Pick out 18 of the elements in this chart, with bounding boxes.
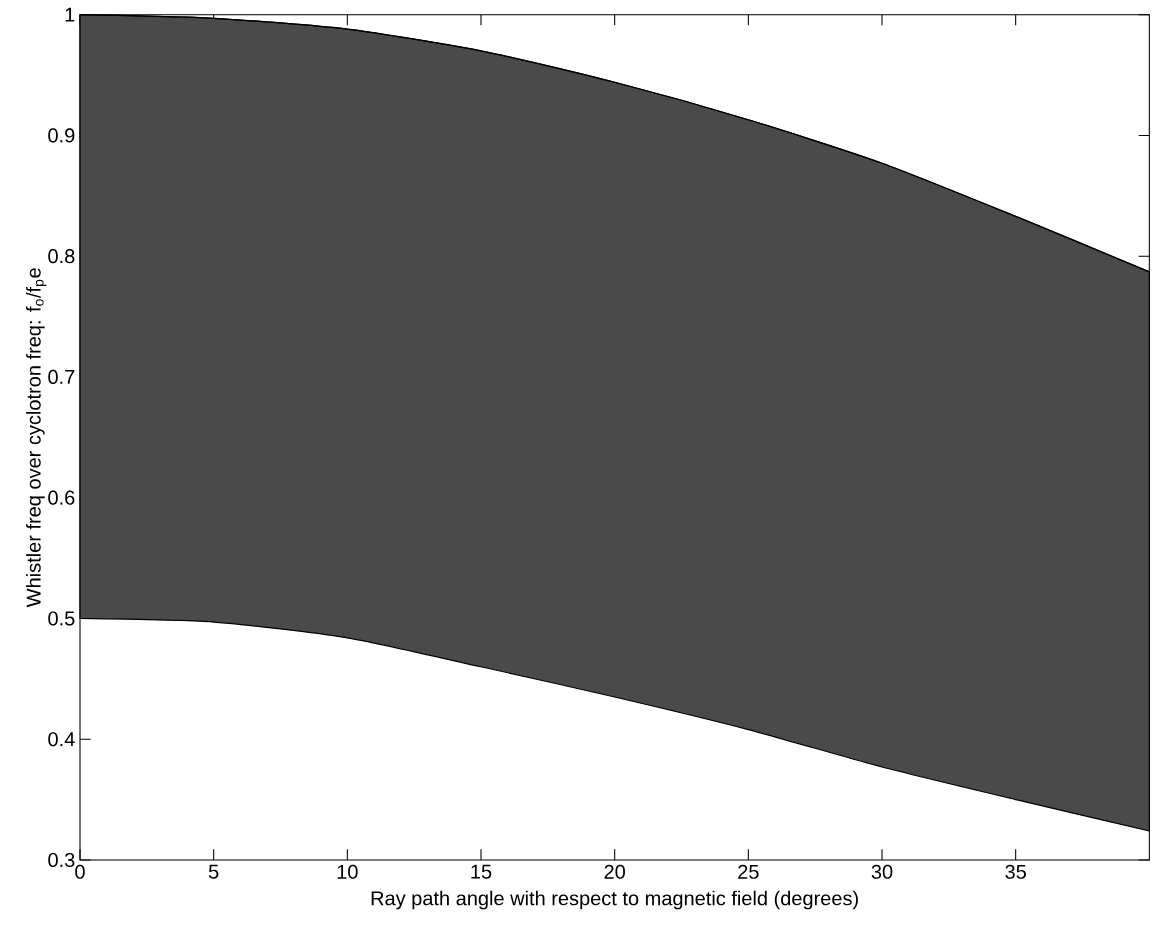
x-tick-label: 10	[337, 864, 358, 879]
x-tick-label: 20	[604, 864, 625, 879]
y-tick-label: 0.6	[48, 490, 75, 505]
y-tick-label: 0.8	[48, 249, 75, 264]
y-tick-label: 0.3	[48, 852, 75, 868]
x-tick-label: 25	[738, 864, 759, 879]
y-tick-label: 1	[65, 7, 75, 22]
x-axis-title: Ray path angle with respect to magnetic field (degrees)	[371, 890, 858, 910]
y-tick-label: 0.7	[48, 369, 75, 385]
y-axis-title: Whistler freq over cyclotron freq: f$_{o}$/f$_{p}$e	[26, 268, 47, 608]
x-tick-label: 35	[1005, 864, 1026, 879]
y-tick-label: 0.4	[48, 732, 75, 747]
x-tick-label: 5	[208, 864, 219, 879]
x-tick-label: 15	[471, 864, 492, 879]
x-tick-label: 0	[75, 864, 85, 879]
x-tick-label: 30	[871, 864, 893, 879]
y-tick-label: 0.9	[48, 128, 75, 143]
y-tick-label: 0.5	[48, 611, 75, 626]
